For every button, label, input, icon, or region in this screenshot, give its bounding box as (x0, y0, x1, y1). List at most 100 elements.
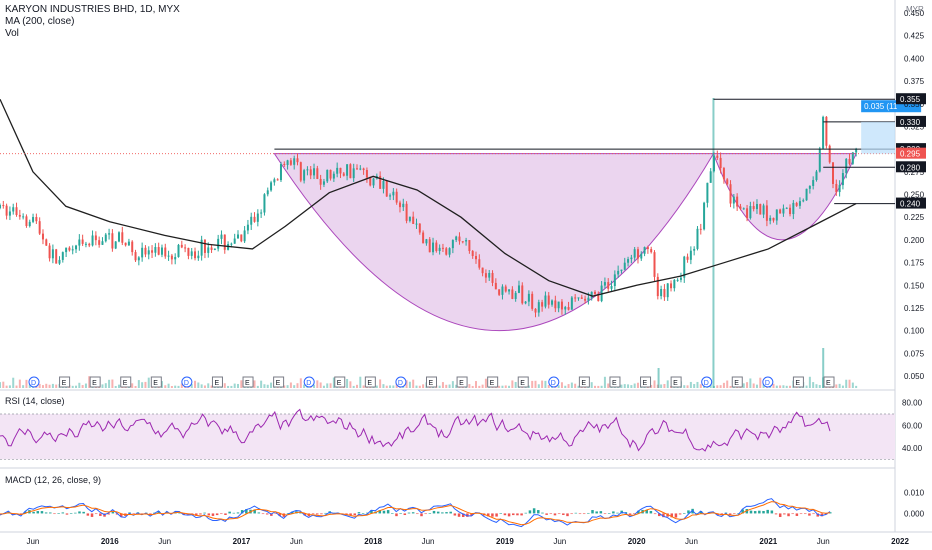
volume-bar (689, 381, 692, 388)
earnings-marker-label: E (367, 380, 372, 387)
macd-label[interactable]: MACD (12, 26, close, 9) (5, 475, 101, 485)
price-scale[interactable]: 0.4500.4250.4000.3750.3500.3250.3000.275… (896, 9, 926, 381)
volume-bar (25, 379, 28, 388)
candle-body (349, 164, 352, 179)
volume-bar (352, 385, 355, 388)
volume-bar (0, 382, 1, 388)
earnings-marker-label: E (581, 380, 586, 387)
rsi-tick-label: 80.00 (902, 399, 923, 408)
earnings-marker (670, 376, 682, 388)
macd-histogram-bar (432, 510, 436, 514)
candle-body (825, 116, 828, 146)
time-tick-label: Jun (553, 537, 566, 546)
macd-histogram-bar (270, 513, 273, 516)
earnings-marker (89, 376, 101, 388)
macd-histogram-bar (345, 513, 348, 515)
candle-body (739, 206, 742, 209)
macd-pane[interactable]: 0.010 0.000 (0, 489, 925, 528)
volume-bar (55, 384, 58, 388)
rsi-pane[interactable]: 80.00 60.00 40.00 (0, 399, 923, 460)
candle-body (385, 181, 388, 197)
macd-histogram-bar (115, 513, 119, 515)
volume-bar (349, 381, 352, 388)
macd-histogram-bar (232, 512, 236, 514)
candle-body (841, 173, 844, 186)
macd-histogram-bar (591, 510, 594, 514)
candle-body (514, 292, 517, 299)
candle-body (455, 236, 458, 240)
candle-body (167, 255, 170, 257)
rsi-label[interactable]: RSI (14, close) (5, 396, 65, 406)
volume-bar (789, 385, 792, 388)
candle-body (303, 170, 306, 181)
candle-body (435, 242, 438, 251)
candle-body (630, 257, 633, 260)
candle-body (164, 247, 167, 257)
macd-histogram-bar (507, 513, 511, 517)
earnings-marker-label: E (673, 380, 678, 387)
candle-body (296, 158, 299, 163)
volume-bar (299, 378, 302, 388)
volume-bar (237, 383, 240, 388)
macd-histogram-bar (812, 513, 815, 515)
candle-body (81, 239, 84, 244)
macd-histogram-bar (199, 513, 202, 515)
candle-body (640, 253, 643, 259)
ma-200-line (0, 98, 857, 297)
candle-body (48, 245, 51, 259)
ma-legend[interactable]: MA (200, close) (5, 16, 75, 27)
candle-body (356, 168, 359, 170)
candle-body (676, 279, 679, 281)
candle-body (418, 223, 421, 233)
macd-histogram-bar (553, 513, 557, 516)
candle-body (755, 204, 758, 210)
macd-histogram-bar (753, 511, 757, 514)
candle-body (534, 308, 537, 313)
volume-bar (742, 383, 745, 388)
volume-bar (623, 384, 626, 388)
volume-bar (114, 385, 117, 388)
macd-histogram-bar (286, 513, 290, 514)
candle-body (402, 203, 405, 208)
macd-histogram-bar (90, 513, 94, 517)
macd-histogram-bar (399, 513, 402, 514)
volume-bar (696, 381, 699, 388)
candle-body (260, 212, 263, 214)
time-scale[interactable]: Jun 2016 Jun 2017 Jun 2018 Jun 2019 Jun 2020 Jun 20… (26, 537, 909, 546)
candle-body (365, 169, 368, 178)
candle-body (802, 200, 805, 202)
price-level-label: 0.355 (900, 95, 921, 104)
macd-histogram-bar (215, 513, 219, 516)
volume-bar (818, 384, 821, 388)
volume-bar (412, 379, 415, 388)
candle-body (84, 243, 87, 245)
candle-body (276, 179, 279, 181)
volume-bar (170, 385, 173, 388)
volume-bar (48, 384, 51, 388)
candle-body (289, 160, 292, 165)
volume-legend[interactable]: Vol (5, 28, 19, 39)
candle-body (441, 247, 444, 249)
candle-body (795, 202, 798, 206)
candle-body (144, 247, 147, 255)
macd-histogram-bar (699, 510, 703, 514)
macd-histogram-bar (53, 513, 56, 515)
price-tick-label: 0.200 (904, 236, 925, 245)
macd-histogram-bar (94, 513, 98, 515)
candle-body (468, 240, 471, 251)
macd-histogram-bar (420, 513, 423, 517)
candle-body (154, 247, 157, 253)
macd-histogram-bar (578, 513, 582, 515)
macd-histogram-bar (599, 511, 603, 514)
macd-histogram-bar (353, 513, 357, 516)
cup-handle-group (273, 153, 857, 331)
macd-histogram-bar (486, 513, 490, 517)
macd-histogram-bar (491, 513, 494, 517)
candle-body (174, 257, 177, 260)
candle-body (108, 233, 111, 235)
volume-bar (41, 385, 44, 388)
macd-histogram-bar (395, 513, 398, 517)
macd-histogram-bar (516, 513, 519, 516)
candle-body (577, 297, 580, 299)
